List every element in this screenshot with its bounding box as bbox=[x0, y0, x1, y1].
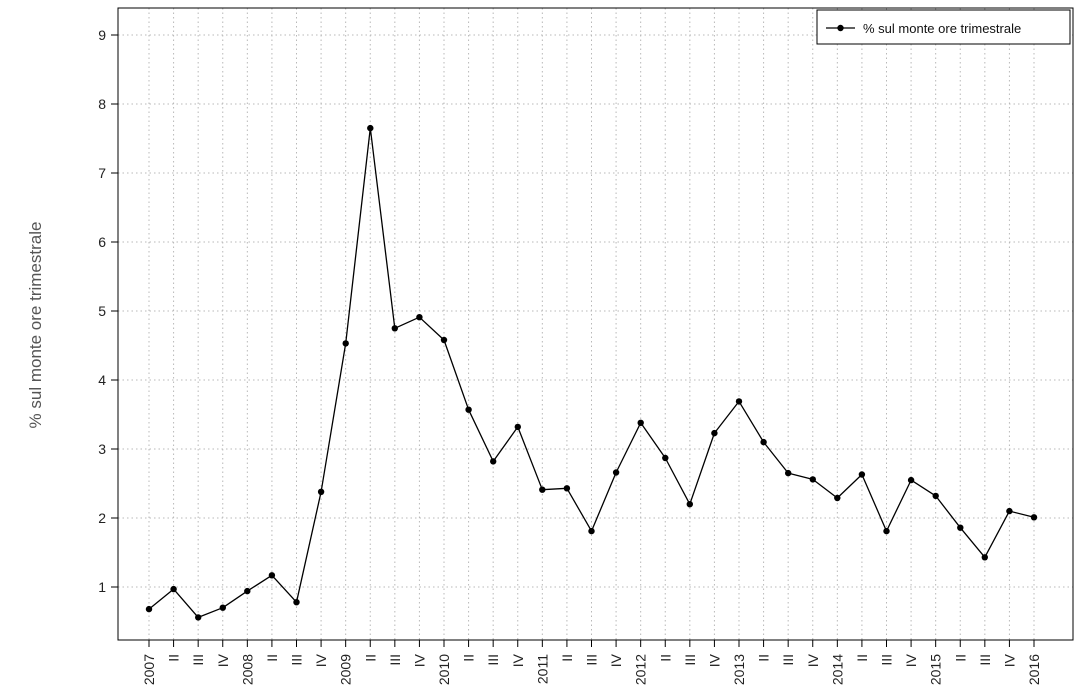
data-point bbox=[539, 487, 545, 493]
x-tick-label: 2008 bbox=[239, 654, 255, 685]
y-axis-title: % sul monte ore trimestrale bbox=[26, 222, 45, 429]
plot-frame bbox=[118, 8, 1073, 640]
data-point bbox=[465, 407, 471, 413]
data-point bbox=[588, 528, 594, 534]
x-tick-label: II bbox=[559, 654, 575, 662]
x-tick-label: 2011 bbox=[534, 654, 550, 684]
data-point bbox=[293, 599, 299, 605]
data-point bbox=[170, 586, 176, 592]
data-point bbox=[318, 489, 324, 495]
x-tick-label: IV bbox=[510, 653, 526, 667]
x-tick-label: IV bbox=[805, 653, 821, 667]
data-point bbox=[810, 476, 816, 482]
x-tick-label: 2009 bbox=[338, 654, 354, 685]
x-tick-label: III bbox=[682, 654, 698, 666]
data-point bbox=[490, 458, 496, 464]
x-tick-label: 2014 bbox=[829, 654, 845, 685]
y-tick-label: 2 bbox=[98, 510, 106, 526]
x-tick-label: II bbox=[657, 654, 673, 662]
x-tick-label: IV bbox=[313, 653, 329, 667]
data-point bbox=[982, 554, 988, 560]
data-point bbox=[1006, 508, 1012, 514]
x-tick-label: 2012 bbox=[633, 654, 649, 685]
data-point bbox=[613, 469, 619, 475]
x-tick-label: II bbox=[952, 654, 968, 662]
x-tick-label: 2010 bbox=[436, 654, 452, 685]
y-tick-label: 5 bbox=[98, 303, 106, 319]
grid-lines bbox=[118, 8, 1073, 640]
data-point bbox=[220, 605, 226, 611]
data-point bbox=[785, 470, 791, 476]
x-tick-label: IV bbox=[903, 653, 919, 667]
x-tick-label: IV bbox=[215, 653, 231, 667]
x-tick-label: III bbox=[584, 654, 600, 666]
x-tick-label: IV bbox=[608, 653, 624, 667]
data-point bbox=[908, 477, 914, 483]
data-point bbox=[195, 614, 201, 620]
x-tick-label: 2015 bbox=[928, 654, 944, 685]
data-point bbox=[736, 398, 742, 404]
data-point bbox=[687, 501, 693, 507]
data-point bbox=[834, 495, 840, 501]
x-tick-label: III bbox=[879, 654, 895, 666]
x-tick-label: III bbox=[485, 654, 501, 666]
x-tick-label: 2007 bbox=[141, 654, 157, 685]
data-point bbox=[662, 455, 668, 461]
y-tick-label: 7 bbox=[98, 165, 106, 181]
data-point bbox=[441, 337, 447, 343]
x-tick-label: 2013 bbox=[731, 654, 747, 685]
x-tick-label: IV bbox=[706, 653, 722, 667]
data-point bbox=[343, 340, 349, 346]
x-tick-label: II bbox=[461, 654, 477, 662]
data-point bbox=[859, 471, 865, 477]
data-point bbox=[515, 424, 521, 430]
data-point bbox=[367, 125, 373, 131]
x-tick-label: II bbox=[362, 654, 378, 662]
data-point bbox=[416, 314, 422, 320]
y-tick-label: 9 bbox=[98, 27, 106, 43]
x-tick-label: III bbox=[190, 654, 206, 666]
legend: % sul monte ore trimestrale bbox=[817, 10, 1070, 44]
data-point bbox=[146, 606, 152, 612]
data-point bbox=[244, 588, 250, 594]
x-tick-label: III bbox=[289, 654, 305, 666]
data-point bbox=[760, 439, 766, 445]
x-tick-label: IV bbox=[1001, 653, 1017, 667]
y-tick-label: 4 bbox=[98, 372, 106, 388]
legend-marker bbox=[837, 25, 843, 31]
data-point bbox=[269, 572, 275, 578]
x-tick-label: II bbox=[166, 654, 182, 662]
x-axis: 2007IIIIIIV2008IIIIIIV2009IIIIIIV2010III… bbox=[141, 640, 1042, 685]
x-tick-label: II bbox=[264, 654, 280, 662]
x-tick-label: IV bbox=[411, 653, 427, 667]
data-point bbox=[638, 420, 644, 426]
data-point bbox=[711, 430, 717, 436]
x-tick-label: III bbox=[387, 654, 403, 666]
x-tick-label: II bbox=[756, 654, 772, 662]
data-point bbox=[392, 325, 398, 331]
data-point bbox=[883, 528, 889, 534]
x-tick-label: III bbox=[780, 654, 796, 666]
y-axis: 1 2 3 4 5 6 7 8 9 bbox=[98, 27, 118, 595]
x-tick-label: III bbox=[977, 654, 993, 666]
y-tick-label: 3 bbox=[98, 441, 106, 457]
y-tick-label: 1 bbox=[98, 579, 106, 595]
legend-label: % sul monte ore trimestrale bbox=[863, 21, 1021, 36]
y-tick-label: 6 bbox=[98, 234, 106, 250]
data-point bbox=[1031, 514, 1037, 520]
y-tick-label: 8 bbox=[98, 96, 106, 112]
x-tick-label: II bbox=[854, 654, 870, 662]
data-point bbox=[933, 493, 939, 499]
x-tick-label: 2016 bbox=[1026, 654, 1042, 685]
data-point bbox=[957, 525, 963, 531]
data-point bbox=[564, 485, 570, 491]
